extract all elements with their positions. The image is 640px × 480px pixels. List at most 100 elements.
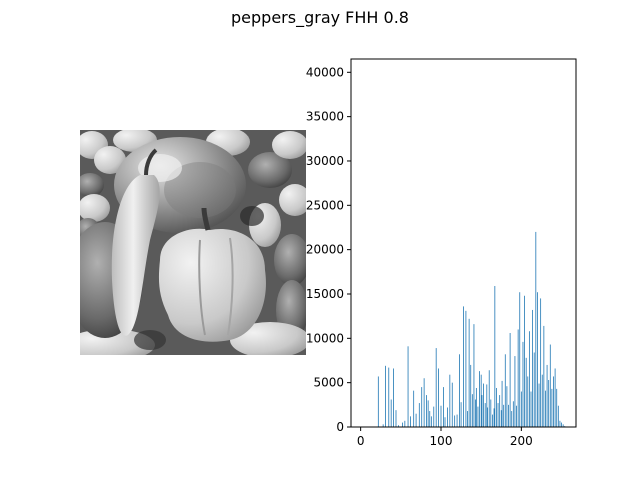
y-tick-label: 0 bbox=[336, 420, 344, 434]
histogram-bar bbox=[554, 368, 556, 427]
histogram-bar bbox=[503, 404, 505, 427]
histogram-bar bbox=[520, 391, 522, 427]
y-tick-label: 10000 bbox=[306, 331, 344, 345]
histogram-bar bbox=[527, 376, 529, 427]
histogram-bar bbox=[404, 420, 406, 427]
histogram-bar bbox=[557, 405, 559, 427]
histogram-bar bbox=[522, 341, 524, 427]
histogram-bar bbox=[501, 380, 503, 427]
histogram-bar bbox=[402, 422, 403, 427]
y-axis: 0 5000 10000 15000 20000 25000 30000 35000 40000 bbox=[306, 65, 351, 434]
histogram-bar bbox=[546, 364, 548, 427]
histogram-bar bbox=[426, 395, 427, 427]
histogram-bar bbox=[407, 346, 409, 427]
histogram-bar bbox=[530, 391, 532, 427]
histogram-bar bbox=[393, 368, 394, 427]
x-tick-label: 200 bbox=[510, 434, 533, 448]
histogram-bar bbox=[440, 405, 442, 427]
peppers-grayscale-photo bbox=[80, 130, 306, 355]
histogram-bar bbox=[388, 367, 390, 427]
histogram-bar bbox=[492, 414, 493, 427]
histogram-bar bbox=[551, 388, 553, 427]
histogram-bar bbox=[451, 382, 453, 427]
histogram-bar bbox=[430, 416, 432, 427]
histogram-bar bbox=[500, 410, 502, 427]
histogram-bar bbox=[447, 407, 448, 427]
histogram-bar bbox=[479, 371, 480, 427]
histogram-bar bbox=[508, 404, 509, 427]
histogram-bar bbox=[444, 417, 446, 427]
histogram-bar bbox=[497, 403, 499, 427]
histogram-bar bbox=[561, 422, 562, 427]
histogram-bar bbox=[483, 383, 484, 427]
histogram-bar bbox=[475, 387, 477, 427]
histogram-bar bbox=[514, 356, 516, 427]
figure-title: peppers_gray FHH 0.8 bbox=[231, 8, 409, 27]
histogram-bar bbox=[486, 384, 488, 427]
histogram-bar bbox=[548, 380, 550, 427]
histogram-bar bbox=[395, 410, 397, 427]
histogram-bar bbox=[511, 411, 513, 427]
histogram-bar bbox=[433, 406, 435, 427]
histogram-bar bbox=[421, 387, 423, 427]
histogram-bar bbox=[504, 354, 506, 427]
histogram-bar bbox=[423, 378, 425, 427]
histogram-bar bbox=[494, 286, 496, 427]
histogram-bar bbox=[415, 413, 417, 427]
histogram-bar bbox=[443, 387, 444, 427]
histogram-bars bbox=[377, 231, 566, 427]
histogram-bar bbox=[524, 295, 525, 427]
histogram-bar bbox=[537, 292, 538, 427]
histogram-bar bbox=[413, 390, 415, 427]
histogram-bar bbox=[449, 374, 451, 427]
histogram-bar bbox=[519, 292, 521, 427]
histogram-bar bbox=[496, 387, 497, 427]
histogram-bar bbox=[532, 309, 534, 427]
y-tick-label: 15000 bbox=[306, 287, 344, 301]
histogram-bar bbox=[516, 405, 517, 427]
histogram-bar bbox=[475, 399, 476, 427]
x-tick-label: 100 bbox=[430, 434, 453, 448]
histogram-bar bbox=[460, 402, 462, 427]
histogram-bar bbox=[377, 376, 379, 427]
histogram-bar bbox=[493, 408, 495, 427]
histogram-bar bbox=[538, 383, 540, 427]
y-tick-label: 20000 bbox=[306, 243, 344, 257]
histogram-bar bbox=[559, 420, 561, 427]
y-tick-label: 40000 bbox=[306, 65, 344, 79]
histogram-bar bbox=[541, 374, 543, 427]
histogram-bar bbox=[435, 348, 437, 427]
histogram-bar bbox=[480, 374, 482, 427]
histogram-bar bbox=[540, 298, 542, 427]
histogram-bar bbox=[456, 414, 458, 427]
histogram-bar bbox=[556, 388, 558, 427]
histogram-bar bbox=[467, 411, 468, 427]
x-axis: 0 100 200 bbox=[357, 427, 533, 448]
histogram-bar bbox=[553, 376, 554, 427]
y-tick-label: 25000 bbox=[306, 198, 344, 212]
histogram-bar bbox=[454, 415, 456, 427]
histogram-bar bbox=[398, 425, 399, 427]
histogram-bar bbox=[484, 403, 486, 427]
plot-frame bbox=[350, 58, 577, 428]
histogram-bar bbox=[410, 416, 411, 427]
y-tick-label: 5000 bbox=[313, 376, 344, 390]
histogram-bar bbox=[545, 390, 546, 427]
histogram-bar bbox=[418, 403, 420, 427]
histogram-bar bbox=[459, 354, 460, 427]
histogram-bar bbox=[517, 329, 519, 427]
histogram-bar bbox=[463, 306, 464, 427]
histogram-bar bbox=[468, 318, 470, 427]
histogram-bar bbox=[471, 394, 473, 427]
histogram-bar bbox=[543, 325, 545, 427]
histogram-bar bbox=[481, 395, 483, 427]
histogram-bar bbox=[525, 357, 527, 427]
histogram-bar bbox=[506, 386, 508, 427]
histogram-bar bbox=[535, 231, 537, 427]
histogram-bar bbox=[385, 365, 386, 427]
histogram-bar bbox=[488, 370, 490, 427]
histogram-bar bbox=[390, 399, 392, 427]
histogram-bar bbox=[429, 411, 431, 427]
y-tick-label: 35000 bbox=[306, 110, 344, 124]
